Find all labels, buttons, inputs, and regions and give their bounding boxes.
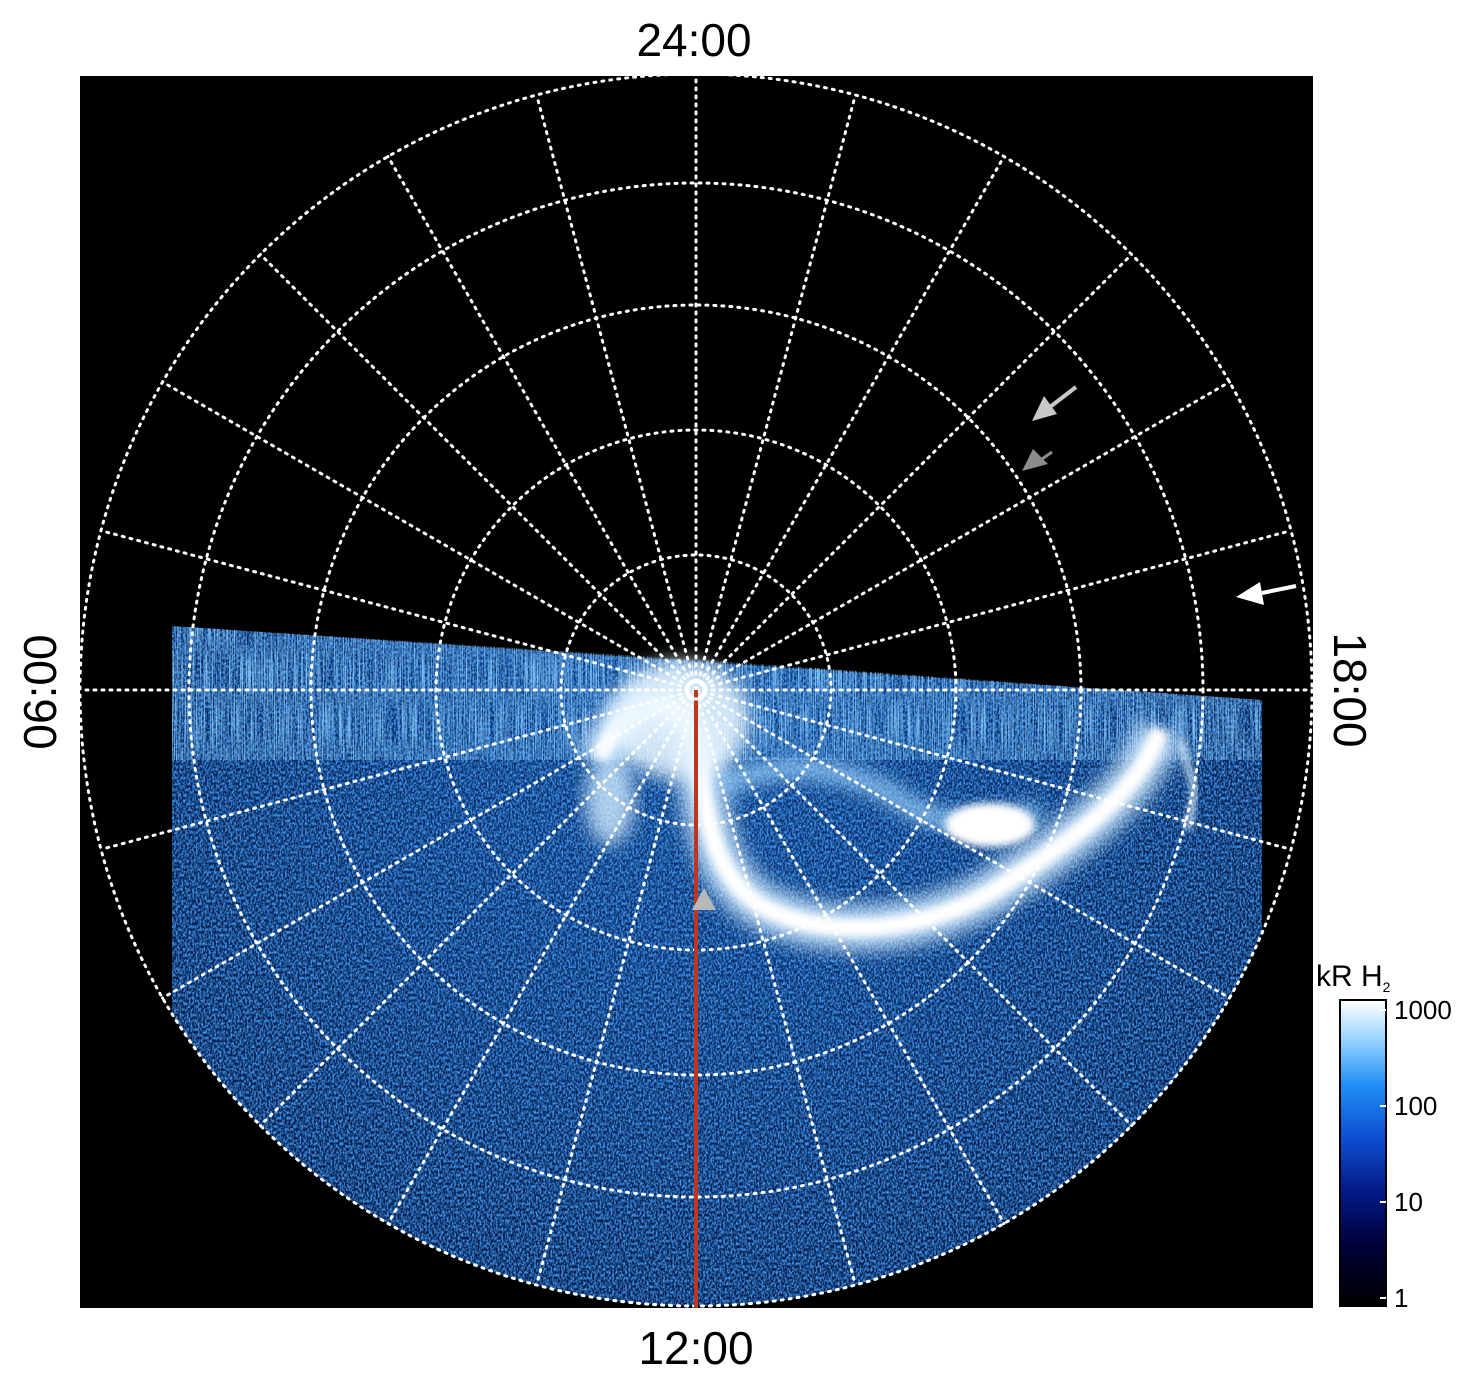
grid-meridian xyxy=(694,688,1006,1225)
grid-meridian xyxy=(386,155,698,692)
grid-meridian xyxy=(694,252,1134,692)
polar-grid xyxy=(80,76,1313,1308)
grid-meridian xyxy=(99,529,698,692)
grid-meridian xyxy=(694,688,857,1287)
grid-meridian xyxy=(694,529,1293,692)
colorbar-title: kR H2 xyxy=(1316,960,1391,995)
grid-meridian xyxy=(535,93,698,692)
colorbar-tick-label: 100 xyxy=(1394,1091,1437,1121)
pole-marker xyxy=(685,679,707,701)
grid-meridian xyxy=(258,252,698,692)
grid-meridian xyxy=(161,688,698,1000)
colorbar-ticks: 1000 100 10 1 xyxy=(1380,995,1452,1313)
grid-meridian xyxy=(694,155,1006,692)
light-grey-arrow-icon xyxy=(1032,385,1078,421)
local-time-label-right: 18:00 xyxy=(1324,632,1376,747)
local-time-label-bottom: 12:00 xyxy=(638,1322,753,1374)
grid-meridian xyxy=(535,688,698,1287)
local-time-label-left: 06:00 xyxy=(14,634,66,749)
grid-meridian xyxy=(694,380,1231,692)
local-time-label-top: 24:00 xyxy=(636,14,751,66)
grid-meridian xyxy=(694,688,1134,1128)
colorbar-bar xyxy=(1339,999,1387,1307)
grid-meridian xyxy=(694,688,1293,851)
colorbar-tick-label: 10 xyxy=(1394,1187,1423,1217)
grey-triangle-marker-icon xyxy=(692,888,716,910)
grid-meridian xyxy=(694,688,1231,1000)
grid-meridian xyxy=(258,688,698,1128)
grid-meridian xyxy=(161,380,698,692)
grid-meridian xyxy=(694,93,857,692)
colorbar-tick-label: 1000 xyxy=(1394,995,1452,1025)
colorbar: kR H2 1000 100 10 1 xyxy=(1316,960,1452,1313)
grey-arrow-icon xyxy=(1022,449,1053,471)
grid-meridian xyxy=(386,688,698,1225)
colorbar-tick-label: 1 xyxy=(1394,1283,1408,1313)
white-arrow-icon xyxy=(1236,582,1297,605)
colorbar-title-subscript: 2 xyxy=(1383,979,1391,995)
colorbar-title-main: kR H xyxy=(1316,960,1383,993)
grid-meridian xyxy=(99,688,698,851)
